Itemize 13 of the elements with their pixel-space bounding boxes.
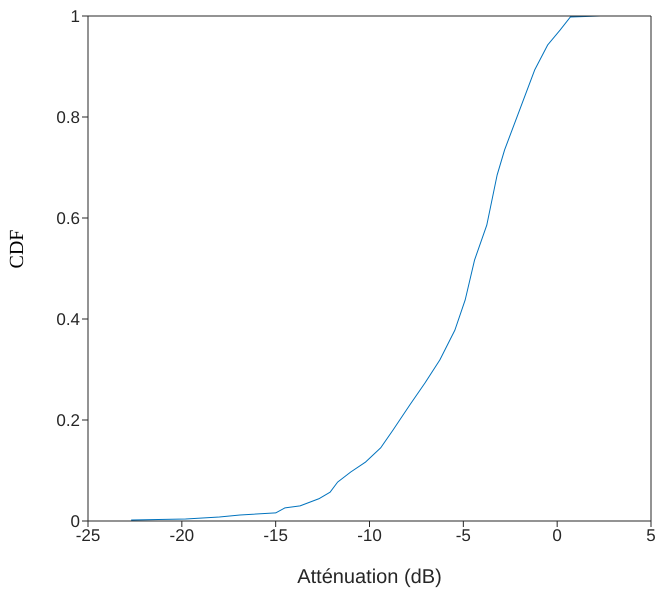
y-tick-label: 0.6 [56,209,80,228]
y-tick-label: 1 [70,7,80,26]
y-tick-label: 0.8 [56,108,80,128]
x-tick-label: 0 [552,526,562,546]
y-axis-title: CDF [6,230,28,268]
x-tick-label: -5 [456,526,471,546]
x-tick-label: -10 [357,526,382,546]
x-tick-label: -15 [263,526,288,546]
y-tick-label: 0.2 [56,411,80,430]
x-axis-title: Atténuation (dB) [297,566,442,588]
x-tick-label: 5 [646,526,656,546]
y-tick-label: 0.4 [56,310,80,330]
x-tick-label: -20 [170,526,194,546]
